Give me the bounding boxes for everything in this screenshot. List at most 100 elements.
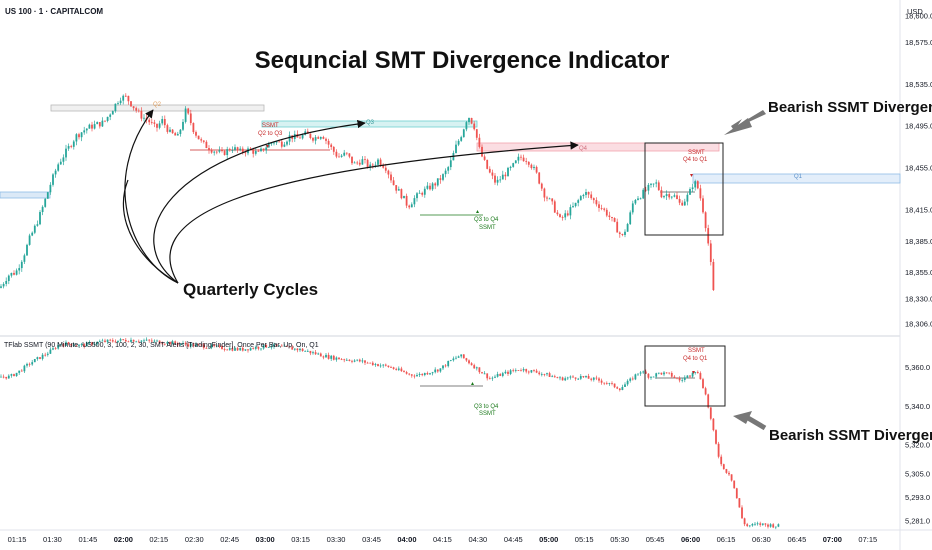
candle-body [546,373,548,375]
candle-body [156,123,158,128]
candle-body [491,172,494,176]
time-tick-label: 02:45 [220,535,239,544]
candle-body [673,195,676,197]
candle-body [267,347,270,349]
candle-body [694,371,697,373]
candle-body [163,343,166,345]
candle-body [299,348,301,351]
candle-body [686,375,689,378]
candle-body [314,352,317,355]
cycle-arrow-q3 [153,119,366,284]
candle-body [221,345,223,350]
candle-body [143,117,145,119]
candle-body [65,342,67,346]
candle-body [166,125,169,132]
candle-body [88,124,91,129]
candle-body [338,156,340,158]
candle-body [639,372,642,374]
candle-body [767,524,769,527]
candle-body [483,373,486,375]
candle-body [756,523,759,525]
price-tick-label: 18,415.0 [905,205,932,214]
candle-body [239,148,242,150]
candle-body [488,168,491,173]
candle-body [413,375,416,377]
q4-zone [476,142,720,152]
candle-body [678,198,681,203]
time-axis[interactable]: 01:15 01:30 01:45 02:00 02:15 02:30 02:45 03:00… [8,535,878,544]
candle-body [447,360,450,367]
candle-body [514,160,517,164]
price-tick-label: 5,305.0 [905,470,930,479]
candle-body [44,198,47,207]
candle-body [340,359,343,361]
candle-body [577,200,580,203]
candle-body [143,340,145,342]
candle-body [353,162,356,164]
q3-zone [261,120,478,128]
candle-body [655,373,658,377]
symbol-label[interactable]: US 100 · 1 · CAPITALCOM [5,7,103,16]
candle-body [275,141,278,143]
candle-body [418,192,421,194]
price-tick-label: 18,575.0 [905,38,932,47]
candle-body [553,376,556,378]
candle-body [5,376,8,379]
candle-body [161,343,164,345]
price-axis-upper[interactable]: 18,600.0 18,575.0 18,535.0 18,495.0 18,455.0… [905,12,932,329]
candle-body [663,372,665,375]
candle-body [236,147,239,150]
candle-body [252,149,255,154]
candle-body [683,377,686,380]
candle-body [54,170,57,175]
price-tick-label: 18,455.0 [905,164,932,173]
candle-body [119,339,122,341]
price-tick-label: 18,495.0 [905,122,932,131]
candle-body [59,161,62,165]
candle-body [174,133,177,136]
candle-body [301,348,304,352]
candle-body [403,195,405,199]
candle-body [18,268,21,271]
candle-body [652,183,655,185]
candle-body [20,261,23,269]
candle-body [392,180,395,186]
candle-body [595,377,598,379]
candle-body [124,339,127,342]
candle-body [465,122,468,130]
candle-body [447,167,450,171]
candle-body [533,166,535,169]
candle-body [31,362,34,365]
candle-body [278,345,281,347]
candle-body [566,213,569,216]
candle-body [158,123,161,128]
candle-body [106,116,109,121]
price-tick-label: 5,293.0 [905,493,930,502]
candle-body [741,507,743,519]
candle-body [2,283,5,287]
candle-body [475,129,478,138]
candle-body [751,523,754,526]
candle-body [499,179,502,181]
candle-body [559,377,561,379]
candle-body [665,194,668,197]
price-axis-lower[interactable]: 5,360.0 5,340.0 5,320.0 5,305.0 5,293.0 5,281… [905,363,930,525]
candle-body [392,367,395,369]
indicator-legend[interactable]: TFlab SSMT (90 Minute, US500, 3, 100, 2,… [4,342,319,349]
candle-body [712,418,715,431]
candle-body [559,214,561,218]
candle-body [496,179,499,183]
candle-body [57,164,60,171]
candle-body [481,146,483,157]
candle-body [434,183,437,186]
candle-body [439,178,442,180]
candle-body [478,137,481,147]
candle-body [410,204,413,208]
candle-body [507,371,509,374]
candle-body [182,121,184,130]
candle-body [231,348,234,351]
candle-body [691,187,694,190]
candle-body [660,190,663,198]
candle-body [624,384,626,387]
